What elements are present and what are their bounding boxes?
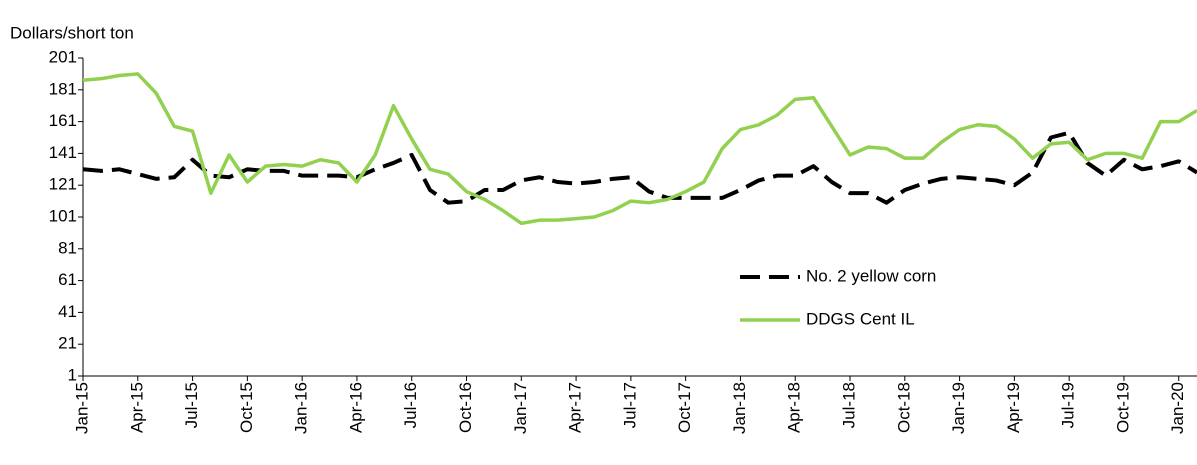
x-tick-label: Oct-16 [456, 382, 475, 433]
legend-label: No. 2 yellow corn [806, 266, 936, 285]
y-tick-label: 21 [58, 334, 77, 353]
x-tick-label: Jan-18 [730, 382, 749, 434]
y-tick-label: 41 [58, 302, 77, 321]
x-tick-label: Apr-17 [566, 382, 585, 433]
y-tick-label: 1 [68, 365, 77, 384]
x-tick-label: Apr-16 [346, 382, 365, 433]
y-tick-label: 201 [49, 47, 77, 66]
y-tick-label: 81 [58, 238, 77, 257]
x-tick-label: Apr-15 [127, 382, 146, 433]
series-line [82, 72, 1197, 226]
x-tick-label: Oct-15 [237, 382, 256, 433]
x-tick-label: Oct-17 [675, 382, 694, 433]
x-tick-label: Apr-19 [1004, 382, 1023, 433]
x-tick-label: Oct-19 [1113, 382, 1132, 433]
x-tick-label: Jan-16 [292, 382, 311, 434]
y-axis-title: Dollars/short ton [10, 23, 134, 42]
x-tick-label: Jan-15 [72, 382, 91, 434]
y-tick-label: 161 [49, 111, 77, 130]
y-tick-label: 121 [49, 175, 77, 194]
x-tick-label: Jan-20 [1168, 382, 1187, 434]
x-tick-label: Jan-19 [949, 382, 968, 434]
y-tick-label: 181 [49, 79, 77, 98]
x-tick-label: Oct-18 [894, 382, 913, 433]
series-line [82, 130, 1197, 205]
legend-label: DDGS Cent IL [806, 309, 915, 328]
x-tick-label: Jan-17 [511, 382, 530, 434]
x-tick-label: Jul-19 [1059, 382, 1078, 428]
x-tick-label: Jul-18 [840, 382, 859, 428]
y-tick-label: 101 [49, 206, 77, 225]
y-tick-label: 61 [58, 270, 77, 289]
x-tick-label: Jul-16 [401, 382, 420, 428]
y-tick-label: 141 [49, 143, 77, 162]
x-tick-label: Jul-15 [182, 382, 201, 428]
x-tick-label: Jul-17 [620, 382, 639, 428]
x-tick-label: Apr-18 [785, 382, 804, 433]
